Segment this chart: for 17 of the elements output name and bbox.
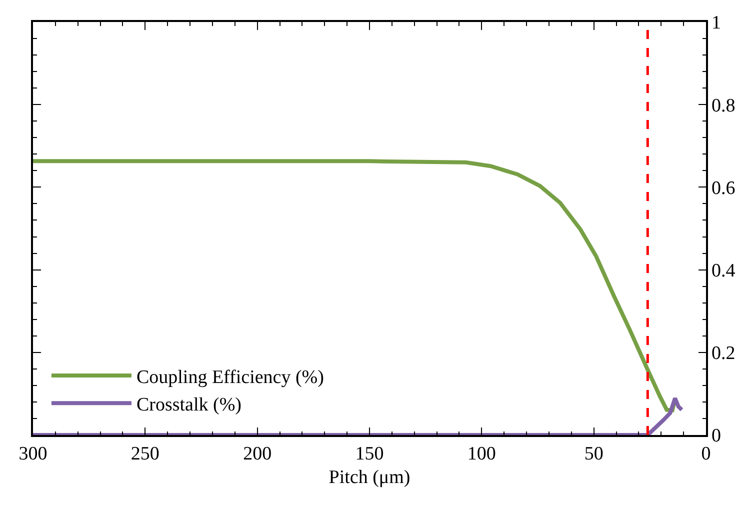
legend-label: Coupling Efficiency (%): [136, 366, 324, 388]
y-tick-label: 0.4: [712, 260, 736, 282]
x-axis-title: Pitch (μm): [328, 466, 410, 488]
x-tick-label: 200: [243, 444, 272, 465]
x-tick-label: 300: [18, 444, 48, 465]
line-series: [33, 396, 684, 435]
x-tick-label: 50: [584, 444, 604, 465]
y-tick-label: 1: [712, 12, 722, 34]
x-tick-label: 150: [355, 444, 384, 465]
y-tick-label: 0.8: [712, 95, 736, 116]
legend-label: Crosstalk (%): [136, 394, 242, 416]
y-tick-label: 0.6: [712, 178, 736, 199]
x-tick-label: 250: [130, 444, 160, 465]
x-tick-label: 100: [467, 444, 496, 465]
line-series: [33, 159, 678, 412]
y-tick-label: 0: [712, 426, 722, 447]
y-tick-label: 0.2: [712, 343, 736, 364]
